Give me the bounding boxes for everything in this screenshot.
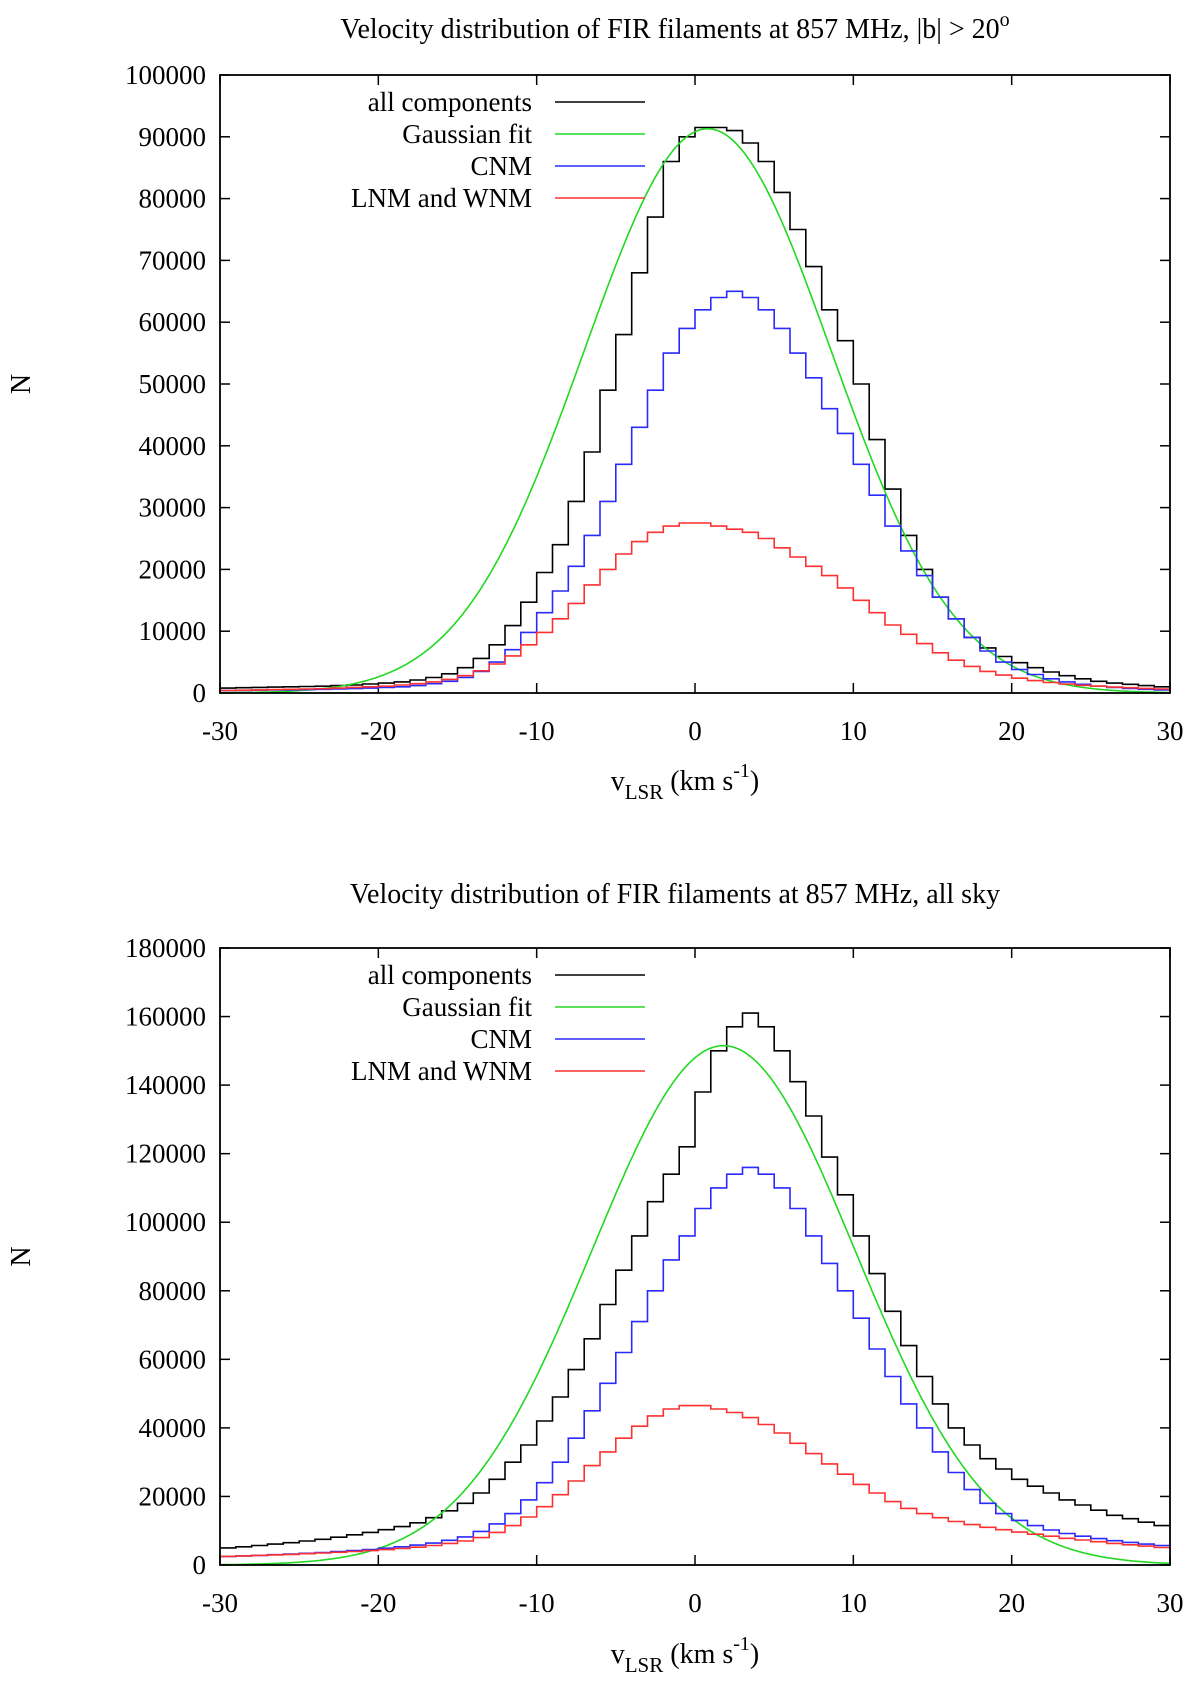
legend-label: CNM <box>470 151 532 181</box>
y-tick-label: 90000 <box>139 122 207 152</box>
y-tick-label: 50000 <box>139 369 207 399</box>
x-tick-label: -10 <box>519 1588 555 1618</box>
chart-title: Velocity distribution of FIR filaments a… <box>340 9 1009 45</box>
x-axis-label: vLSR (km s-1) <box>611 1633 760 1677</box>
series-all-components <box>220 126 1170 689</box>
y-tick-label: 160000 <box>125 1002 206 1032</box>
plot-frame <box>219 74 1171 694</box>
y-tick-label: 30000 <box>139 493 207 523</box>
y-tick-label: 100000 <box>125 60 206 90</box>
y-axis-label: N <box>6 374 37 394</box>
x-axis-label-unit: (km s <box>663 1639 733 1670</box>
series-cnm <box>220 1166 1170 1558</box>
y-tick-label: 0 <box>193 1550 207 1580</box>
y-tick-label: 10000 <box>139 616 207 646</box>
x-tick-label: 0 <box>688 716 702 746</box>
x-tick-label: 10 <box>840 716 867 746</box>
x-tick-label: -20 <box>360 1588 396 1618</box>
x-tick-label: 30 <box>1157 1588 1184 1618</box>
title-superscript: o <box>1000 9 1010 31</box>
y-tick-label: 60000 <box>139 1344 207 1374</box>
series-all-components <box>220 1012 1170 1549</box>
y-tick-label: 0 <box>193 678 207 708</box>
x-tick-label: 0 <box>688 1588 702 1618</box>
x-tick-label: 20 <box>998 1588 1025 1618</box>
plot-area <box>220 126 1170 693</box>
series-lnm-and-wnm <box>220 522 1170 692</box>
series-gaussian-fit <box>220 128 1170 693</box>
y-tick-label: 80000 <box>139 184 207 214</box>
x-tick-label: -20 <box>360 716 396 746</box>
x-axis-label-close: ) <box>750 1639 759 1670</box>
x-axis-label-close: ) <box>750 766 759 797</box>
plot-frame <box>219 947 1171 1566</box>
legend-label: Gaussian fit <box>402 992 532 1022</box>
x-tick-label: -30 <box>202 716 238 746</box>
y-tick-label: 100000 <box>125 1207 206 1237</box>
legend-label: Gaussian fit <box>402 119 532 149</box>
series-lnm-and-wnm <box>220 1404 1170 1558</box>
chart-top: Velocity distribution of FIR filaments a… <box>6 9 1184 804</box>
y-tick-label: 80000 <box>139 1276 207 1306</box>
chart-title: Velocity distribution of FIR filaments a… <box>350 879 1000 910</box>
x-axis-label-unit: (km s <box>663 766 733 797</box>
y-tick-label: 20000 <box>139 1481 207 1511</box>
x-axis-label: vLSR (km s-1) <box>611 760 760 804</box>
legend-label: CNM <box>470 1024 532 1054</box>
y-tick-label: 180000 <box>125 933 206 963</box>
y-tick-label: 140000 <box>125 1070 206 1100</box>
legend-label: all components <box>368 960 532 990</box>
y-axis-label: N <box>6 1246 37 1266</box>
legend-label: LNM and WNM <box>351 183 532 213</box>
x-axis-label-unit-sup: -1 <box>733 760 750 782</box>
series-cnm <box>220 290 1170 692</box>
chart-bottom: Velocity distribution of FIR filaments a… <box>6 879 1184 1677</box>
y-tick-label: 120000 <box>125 1139 206 1169</box>
y-tick-label: 40000 <box>139 431 207 461</box>
legend-label: all components <box>368 87 532 117</box>
x-axis-label-subscript: LSR <box>625 780 664 804</box>
x-axis-label-unit-sup: -1 <box>733 1633 750 1655</box>
y-tick-label: 40000 <box>139 1413 207 1443</box>
x-tick-label: -10 <box>519 716 555 746</box>
x-tick-label: 20 <box>998 716 1025 746</box>
x-tick-label: -30 <box>202 1588 238 1618</box>
plot-area <box>220 1012 1170 1565</box>
y-tick-label: 60000 <box>139 307 207 337</box>
y-tick-label: 70000 <box>139 245 207 275</box>
x-tick-label: 10 <box>840 1588 867 1618</box>
x-axis-label-subscript: LSR <box>625 1653 664 1677</box>
legend-label: LNM and WNM <box>351 1056 532 1086</box>
x-tick-label: 30 <box>1157 716 1184 746</box>
y-tick-label: 20000 <box>139 554 207 584</box>
